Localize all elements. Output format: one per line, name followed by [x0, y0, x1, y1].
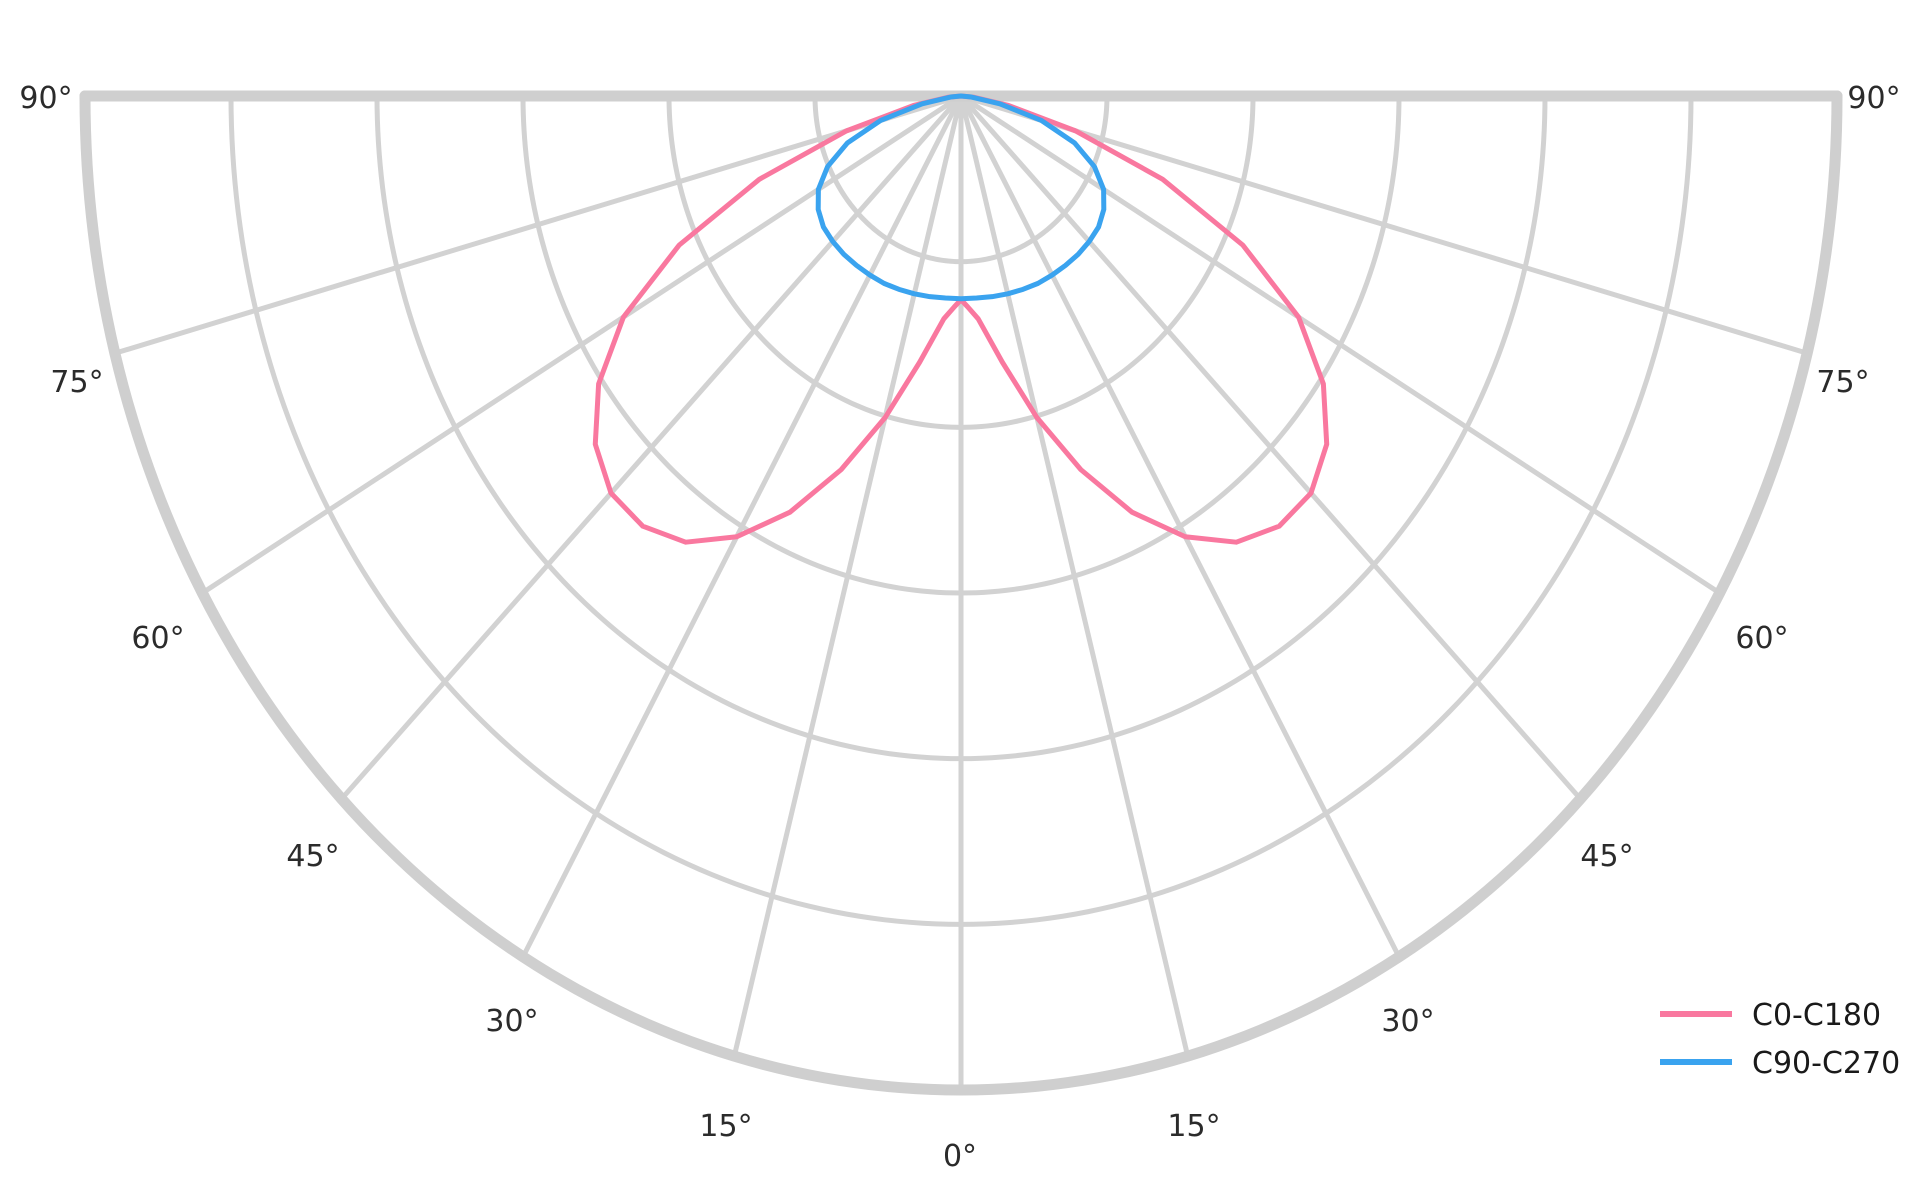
legend-label-c90-c270: C90-C270	[1752, 1046, 1900, 1081]
angular-gridline-75	[960, 93, 1808, 356]
angle-label-right-60deg: 60°	[1735, 621, 1788, 656]
chart-legend: C0-C180 C90-C270	[1660, 998, 1900, 1081]
angular-gridline--30	[520, 94, 964, 958]
angular-gridline--60	[200, 93, 963, 596]
angular-gridlines	[85, 93, 1837, 1090]
angle-label-right-90deg: 90°	[1847, 81, 1900, 116]
series-curve-c90-c270	[815, 93, 1107, 302]
angular-gridline-45	[959, 94, 1583, 801]
angle-label-left-90deg: 90°	[19, 81, 72, 116]
axis-tick-labels: 90° 75° 60° 45° 30° 15° 90° 75° 60° 45° 30° 15° 0°	[19, 81, 1900, 1174]
angle-label-left-60deg: 60°	[131, 621, 184, 656]
angle-label-right-15deg: 15°	[1167, 1109, 1220, 1144]
angular-gridline--15	[731, 95, 964, 1057]
angle-label-left-30deg: 30°	[485, 1004, 538, 1039]
angle-label-left-75deg: 75°	[50, 365, 103, 400]
angle-label-right-30deg: 30°	[1381, 1004, 1434, 1039]
data-series-layer	[592, 93, 1330, 545]
outer-arc	[79, 90, 1843, 1096]
legend-label-c0-c180: C0-C180	[1752, 998, 1881, 1033]
angle-label-bottom-0deg: 0°	[943, 1139, 977, 1174]
angular-gridline--75	[114, 93, 962, 356]
angle-label-left-45deg: 45°	[286, 839, 339, 874]
angular-gridline-15	[958, 95, 1191, 1057]
polar-grid	[79, 90, 1843, 1096]
angular-gridline-60	[959, 93, 1722, 596]
angular-gridline--45	[339, 94, 963, 801]
angle-label-right-45deg: 45°	[1580, 839, 1633, 874]
angle-label-left-15deg: 15°	[699, 1109, 752, 1144]
angular-gridline-30	[958, 94, 1402, 958]
angle-label-right-75deg: 75°	[1816, 365, 1869, 400]
